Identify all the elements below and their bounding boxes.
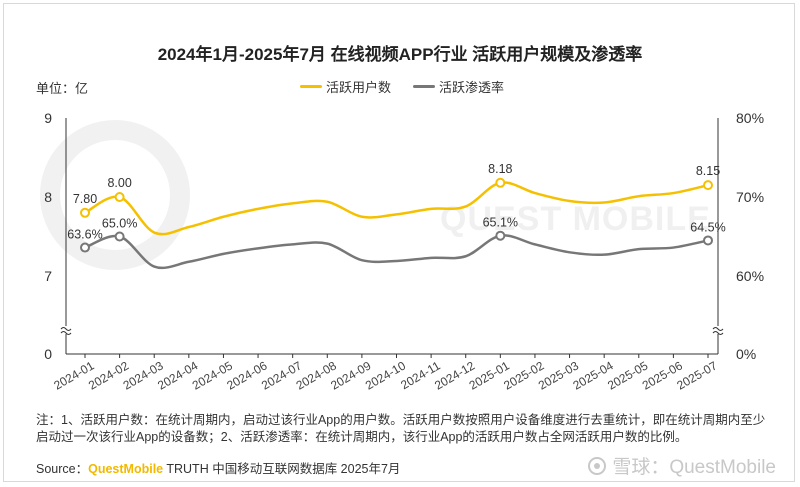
data-label-penetration: 63.6% xyxy=(67,228,102,242)
site-watermark-text: 雪球：QuestMobile xyxy=(612,457,776,478)
left-tick-label: 7 xyxy=(44,268,52,284)
series-line-users xyxy=(84,181,709,236)
background-watermark-text: QUEST MOBILE xyxy=(440,200,711,238)
right-tick-label: 0% xyxy=(736,346,756,362)
data-point-users xyxy=(80,207,90,218)
source-brand: QuestMobile xyxy=(88,462,164,476)
legend-label-users: 活跃用户数 xyxy=(326,80,392,95)
x-tick-label: 2025-07 xyxy=(674,358,719,392)
legend-item-penetration: 活跃渗透率 xyxy=(413,77,504,96)
axis-break-gap-0 xyxy=(61,326,71,334)
data-label-penetration: 65.1% xyxy=(483,216,518,230)
legend-item-users: 活跃用户数 xyxy=(300,77,391,96)
legend-swatch-users xyxy=(300,85,322,88)
data-point-penetration xyxy=(703,235,713,246)
data-label-users: 8.15 xyxy=(696,164,720,178)
chart-title: 2024年1月-2025年7月 在线视频APP行业 活跃用户规模及渗透率 xyxy=(157,45,643,64)
source-rest: TRUTH 中国移动互联网数据库 2025年7月 xyxy=(163,462,401,476)
data-point-penetration xyxy=(114,231,125,242)
data-point-penetration xyxy=(495,230,506,241)
data-label-users: 8.00 xyxy=(107,176,131,190)
right-tick-label: 80% xyxy=(736,110,764,126)
series-line-penetration xyxy=(84,234,709,270)
left-tick-label: 8 xyxy=(44,189,52,205)
source-line: Source：QuestMobile TRUTH 中国移动互联网数据库 2025… xyxy=(36,458,400,477)
unit-label: 单位：亿 xyxy=(36,81,89,96)
data-point-penetration xyxy=(80,242,90,253)
legend-swatch-penetration xyxy=(413,85,436,88)
axis-break-icon-0 xyxy=(60,327,72,335)
right-tick-label: 60% xyxy=(736,268,764,284)
left-tick-label: 0 xyxy=(44,346,52,362)
axis-break-icon-1 xyxy=(712,327,724,335)
right-tick-label: 70% xyxy=(736,189,764,205)
data-label-penetration: 64.5% xyxy=(690,220,725,234)
chart-frame xyxy=(3,3,795,482)
chart-legend: 活跃用户数 活跃渗透率 xyxy=(300,77,504,96)
data-point-users xyxy=(114,192,125,202)
footnote: 注：1、活跃用户数：在统计周期内，启动过该行业App的用户数。活跃用户数按照用户… xyxy=(36,413,766,444)
axis-break-gap-1 xyxy=(713,326,723,334)
left-tick-label: 9 xyxy=(44,110,52,126)
source-prefix: Source： xyxy=(36,462,89,476)
data-label-users: 8.18 xyxy=(488,162,512,176)
snowball-icon xyxy=(588,456,607,475)
site-watermark: 雪球：QuestMobile xyxy=(588,452,776,479)
data-label-penetration: 65.0% xyxy=(102,217,137,231)
data-label-users: 7.80 xyxy=(73,192,97,206)
legend-label-penetration: 活跃渗透率 xyxy=(439,80,505,95)
data-point-users xyxy=(495,177,506,188)
data-point-users xyxy=(703,180,713,191)
